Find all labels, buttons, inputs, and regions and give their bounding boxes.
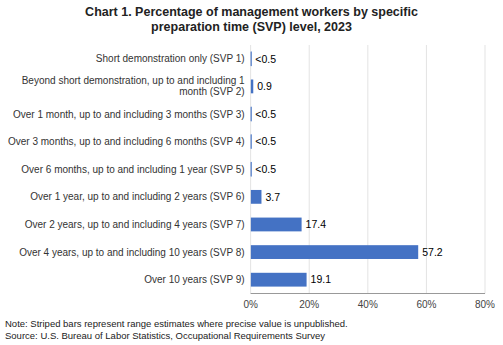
axis-line	[251, 293, 485, 294]
category-label: Beyond short demonstration, up to and in…	[22, 75, 245, 97]
bar	[251, 218, 302, 232]
bar	[251, 273, 307, 287]
grid	[251, 45, 485, 294]
tick-label: 60%	[416, 299, 436, 310]
data-label: 19.1	[311, 273, 332, 285]
data-label: <0.5	[255, 53, 276, 65]
data-label: <0.5	[255, 163, 276, 175]
grid-line	[485, 45, 486, 294]
bar	[251, 80, 254, 94]
tick-label: 40%	[358, 299, 378, 310]
category-label: Over 1 year, up to and including 2 years…	[30, 191, 244, 202]
bar	[251, 190, 262, 204]
note: Note: Striped bars represent range estim…	[5, 318, 348, 341]
tick-label: 0%	[243, 299, 258, 310]
category-label: Over 1 month, up to and including 3 mont…	[13, 109, 245, 120]
category-label: Over 3 months, up to and including 6 mon…	[8, 136, 245, 147]
data-label: 57.2	[422, 246, 443, 258]
x-axis: 0% 20% 40% 60% 80%	[243, 294, 495, 310]
data-label: 3.7	[265, 191, 280, 203]
data-label: 0.9	[257, 80, 272, 92]
data-label: <0.5	[255, 108, 276, 120]
category-label: Over 4 years, up to and including 10 yea…	[19, 247, 245, 258]
data-labels: <0.5 0.9 <0.5 <0.5 <0.5 3.7 17.4 57.2 19.1	[255, 53, 442, 286]
bar-range-estimate	[251, 135, 252, 149]
title: Chart 1. Percentage of management worker…	[85, 5, 418, 34]
bar-range-estimate	[251, 52, 252, 66]
tick-label: 20%	[299, 299, 319, 310]
category-label: Over 6 months, up to and including 1 yea…	[21, 164, 244, 175]
bar	[251, 245, 419, 259]
data-label: <0.5	[255, 135, 276, 147]
tick-label: 80%	[475, 299, 495, 310]
y-axis: Short demonstration only (SVP 1) Beyond s…	[8, 53, 245, 285]
category-label: Short demonstration only (SVP 1)	[96, 53, 245, 64]
category-label: Over 10 years (SVP 9)	[144, 274, 244, 285]
category-label: Over 2 years, up to and including 4 year…	[25, 219, 245, 230]
bar-range-estimate	[251, 162, 252, 176]
bar-range-estimate	[251, 107, 252, 121]
chart: Chart 1. Percentage of management worker…	[0, 0, 503, 345]
bars	[251, 52, 419, 287]
data-label: 17.4	[306, 218, 327, 230]
